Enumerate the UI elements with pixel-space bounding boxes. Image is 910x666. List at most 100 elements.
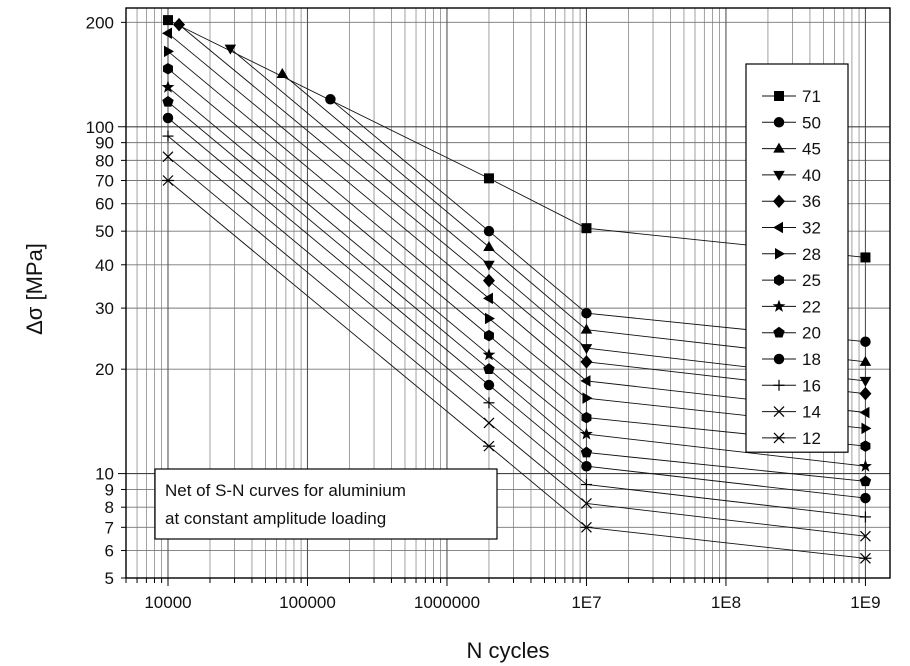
data-point-20: [162, 95, 174, 107]
legend-label: 45: [802, 140, 821, 159]
data-point-18: [860, 492, 871, 504]
data-point-28: [582, 392, 593, 404]
data-point-32: [161, 27, 172, 40]
x-tick-label: 100000: [279, 593, 336, 612]
legend-entry-22: 22: [762, 297, 821, 316]
legend-marker: [773, 117, 785, 128]
data-point-14: [162, 151, 174, 163]
data-point-28: [163, 45, 174, 58]
legend-entries: 71 50 45 40 36 32 28 25 22 20 18 16 14 12: [762, 87, 821, 448]
legend-label: 40: [802, 166, 821, 185]
data-point-20: [483, 363, 495, 375]
plot-frame: [125, 7, 891, 579]
legend-marker: [773, 170, 785, 181]
data-point-36: [580, 355, 593, 369]
legend-marker: [773, 379, 785, 391]
data-point-25: [163, 62, 173, 75]
y-tick-label: 6: [105, 542, 114, 561]
x-tick-label: 1E9: [850, 593, 880, 612]
legend-entry-28: 28: [762, 245, 821, 264]
series-line-18: [167, 117, 866, 499]
data-point-40: [859, 376, 872, 387]
data-point-28: [861, 422, 872, 435]
y-tick-label: 90: [95, 134, 114, 153]
data-point-40: [580, 344, 593, 355]
legend-marker: [774, 274, 784, 286]
data-point-22: [580, 427, 593, 440]
data-point-32: [580, 375, 591, 387]
data-point-16: [483, 397, 495, 409]
y-tick-label: 30: [95, 299, 114, 318]
legend-label: 18: [802, 350, 821, 369]
data-point-14: [860, 530, 871, 542]
legend-marker: [773, 406, 785, 418]
data-point-45: [276, 67, 289, 78]
legend-entry-20: 20: [762, 324, 821, 343]
legend-marker: [775, 248, 785, 260]
legend-frame: [745, 63, 849, 453]
data-point-50: [483, 225, 495, 237]
y-tick-label: 40: [95, 256, 114, 275]
legend-label: 71: [802, 87, 821, 106]
data-point-36: [859, 386, 872, 401]
legend-entry-32: 32: [762, 219, 821, 238]
y-tick-label: 7: [105, 518, 114, 537]
series-line-40: [230, 48, 866, 382]
data-point-36: [482, 273, 495, 288]
data-point-40: [224, 44, 237, 55]
series-line-14: [167, 156, 866, 537]
series-line-50: [330, 98, 866, 343]
legend-marker: [773, 353, 785, 365]
y-tick-label: 20: [95, 360, 114, 379]
y-tick-label: 70: [95, 171, 114, 190]
data-point-71: [483, 173, 494, 184]
data-point-50: [860, 336, 871, 347]
legend-entry-25: 25: [762, 271, 821, 290]
x-axis-label: N cycles: [466, 638, 549, 663]
legend-label: 12: [802, 429, 821, 448]
data-point-22: [482, 348, 496, 361]
legend-entry-40: 40: [762, 166, 821, 185]
legend: 71 50 45 40 36 32 28 25 22 20 18 16 14 12: [745, 63, 849, 453]
data-point-12: [580, 521, 593, 533]
legend-entry-16: 16: [762, 376, 821, 395]
series-markers: [161, 15, 872, 564]
annotation-frame: [154, 468, 498, 540]
y-axis-label: Δσ [MPa]: [22, 243, 47, 335]
legend-marker: [773, 142, 785, 153]
data-point-20: [859, 475, 872, 487]
data-point-18: [162, 112, 174, 124]
series-line-36: [178, 24, 866, 395]
y-tick-label: 10: [95, 465, 114, 484]
x-tick-labels: 10000 100000 1000000 1E7 1E8 1E9: [144, 593, 880, 612]
legend-marker: [773, 326, 785, 338]
data-point-50: [325, 94, 336, 105]
data-point-40: [483, 260, 495, 271]
data-point-16: [162, 130, 174, 142]
x-tick-label: 1E8: [711, 593, 741, 612]
legend-label: 16: [802, 376, 821, 395]
y-tick-label: 9: [105, 480, 114, 499]
data-point-14: [483, 417, 495, 429]
y-tick-label: 5: [105, 569, 114, 588]
x-tick-label: 10000: [144, 593, 191, 612]
y-tick-label: 8: [105, 498, 114, 517]
data-point-50: [581, 307, 592, 319]
data-point-45: [483, 241, 495, 252]
legend-marker: [773, 432, 785, 444]
annotation-box: Net of S-N curves for aluminium at const…: [154, 468, 498, 540]
legend-label: 20: [802, 324, 821, 343]
legend-marker: [773, 221, 783, 234]
x-tick-label: 1E7: [571, 593, 601, 612]
legend-label: 50: [802, 113, 821, 132]
series-line-16: [167, 135, 866, 518]
data-point-45: [859, 355, 872, 366]
data-point-14: [581, 498, 592, 509]
legend-entry-36: 36: [762, 192, 821, 211]
legend-label: 28: [802, 245, 821, 264]
data-point-16: [580, 479, 592, 491]
y-tick-label: 200: [86, 13, 114, 32]
data-point-12: [161, 175, 174, 186]
